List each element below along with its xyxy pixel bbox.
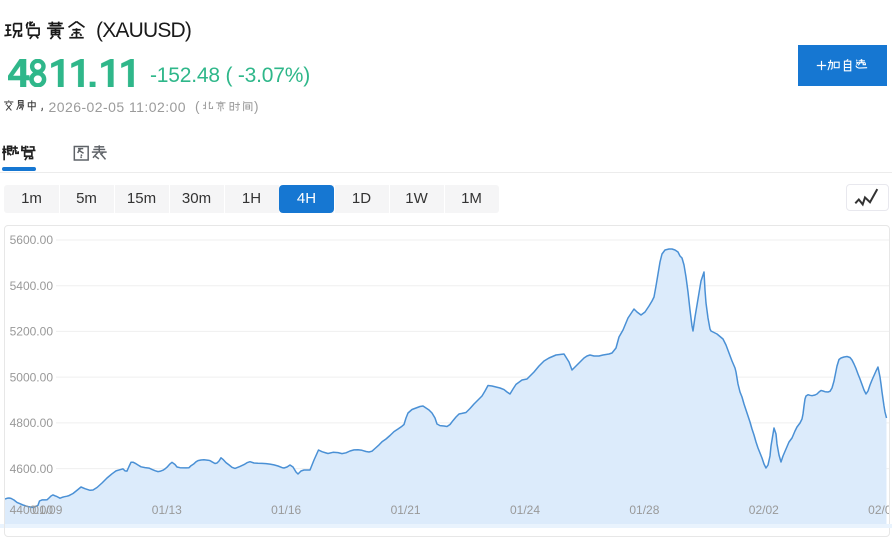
svg-text:01/28: 01/28 — [629, 503, 659, 517]
svg-text:5200.00: 5200.00 — [10, 325, 54, 339]
svg-text:02/02: 02/02 — [749, 503, 779, 517]
svg-text:02/05: 02/05 — [868, 503, 889, 517]
svg-text:01/21: 01/21 — [391, 503, 421, 517]
svg-text:4600.00: 4600.00 — [10, 462, 54, 476]
svg-text:5600.00: 5600.00 — [10, 233, 54, 247]
svg-text:01/24: 01/24 — [510, 503, 540, 517]
svg-text:01/09: 01/09 — [32, 503, 62, 517]
svg-text:5000.00: 5000.00 — [10, 370, 54, 384]
svg-text:01/16: 01/16 — [271, 503, 301, 517]
svg-text:4400.00: 4400.00 — [10, 503, 54, 517]
svg-text:5400.00: 5400.00 — [10, 279, 54, 293]
svg-text:01/13: 01/13 — [152, 503, 182, 517]
svg-text:4800.00: 4800.00 — [10, 416, 54, 430]
